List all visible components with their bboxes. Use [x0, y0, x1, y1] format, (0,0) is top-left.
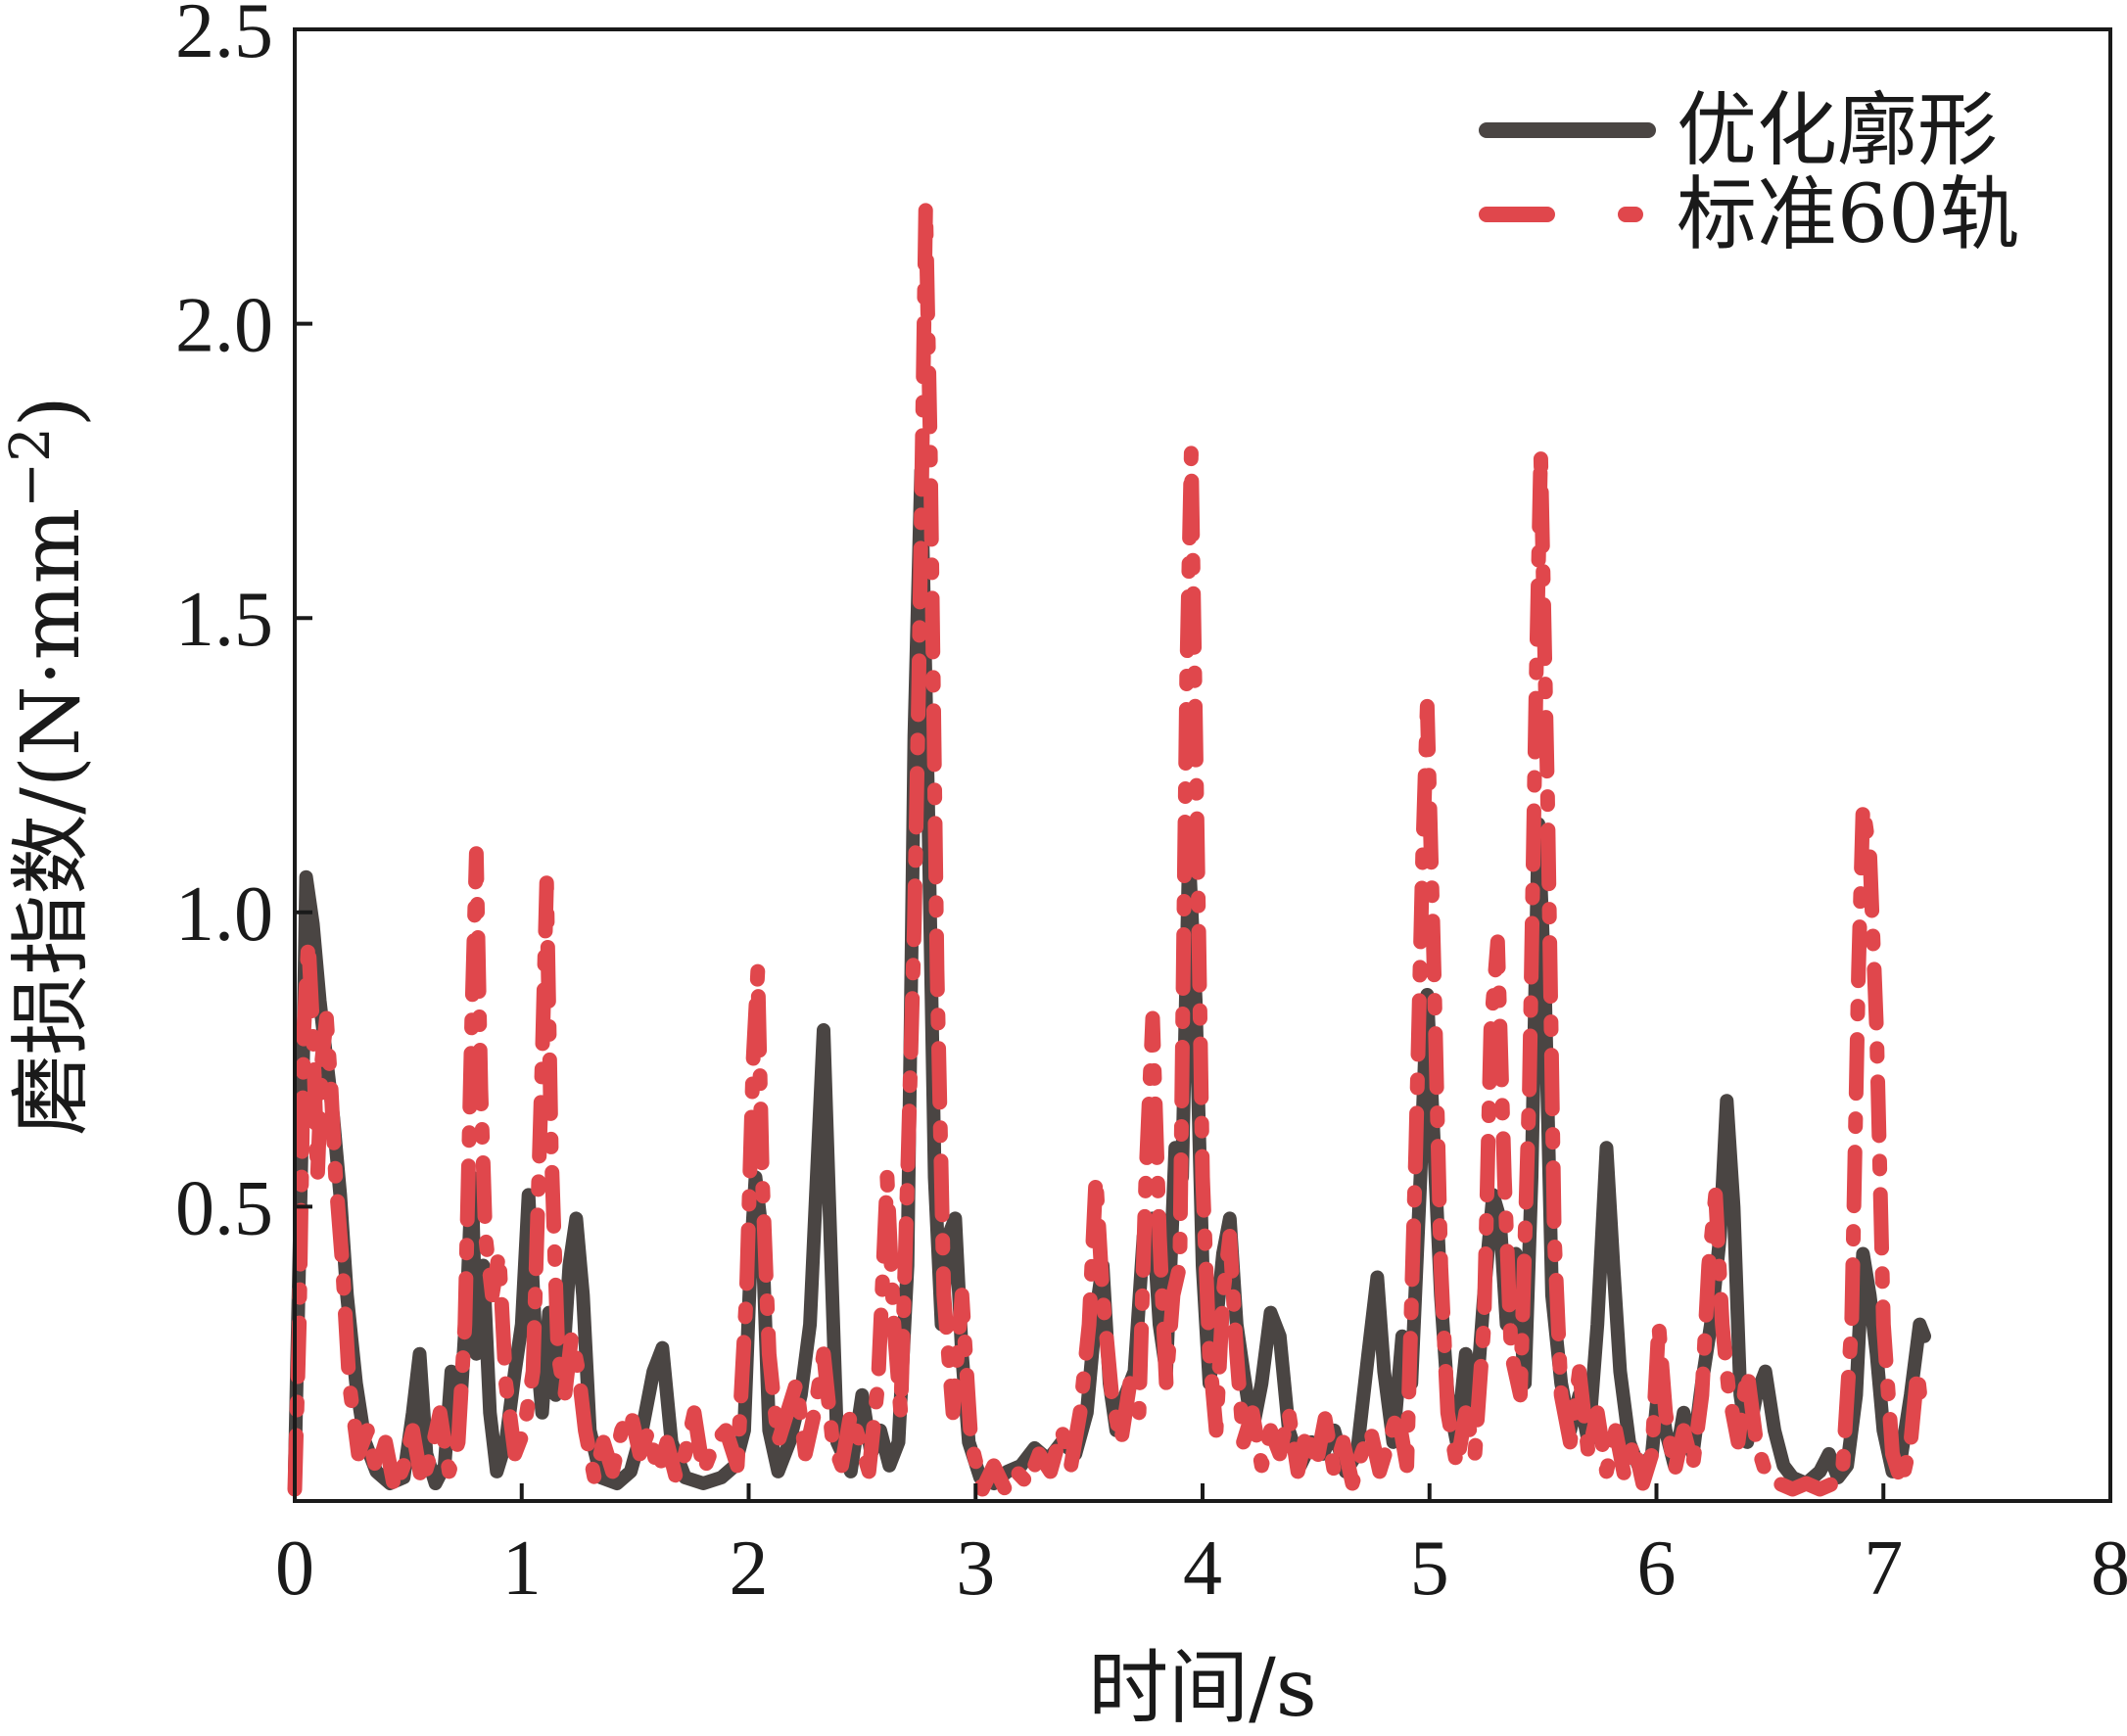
y-tick-label: 1.0	[175, 871, 273, 958]
series-line-standard-60-rail	[287, 198, 1930, 1497]
x-tick-label: 7	[1864, 1525, 1903, 1612]
y-tick-label: 0.5	[175, 1165, 273, 1251]
y-tick-label: 2.5	[175, 0, 273, 74]
x-axis-title: 时间/s	[1088, 1642, 1317, 1735]
legend-label-standard-60-rail: 标准60轨	[1677, 168, 2019, 261]
legend-label-optimized-profile: 优化廓形	[1677, 84, 1998, 177]
x-tick-label: 6	[1637, 1525, 1677, 1612]
x-tick-label: 1	[502, 1525, 542, 1612]
x-tick-label: 4	[1183, 1525, 1222, 1612]
x-tick-label: 8	[2091, 1525, 2127, 1612]
plot-frame	[293, 27, 2112, 1503]
y-axis-title-close: )	[5, 396, 98, 427]
x-tick-label: 0	[275, 1525, 314, 1612]
y-axis-title-superscript: −2	[0, 427, 63, 508]
legend: 优化廓形 标准60轨	[1479, 84, 2019, 261]
y-axis-title: 磨损指数/(N·mm−2)	[0, 396, 98, 1136]
y-tick-label: 1.5	[175, 577, 273, 663]
y-tick-label: 2.0	[175, 283, 273, 369]
x-tick-label: 2	[730, 1525, 769, 1612]
x-tick-label: 3	[956, 1525, 995, 1612]
x-tick-label: 5	[1410, 1525, 1449, 1612]
